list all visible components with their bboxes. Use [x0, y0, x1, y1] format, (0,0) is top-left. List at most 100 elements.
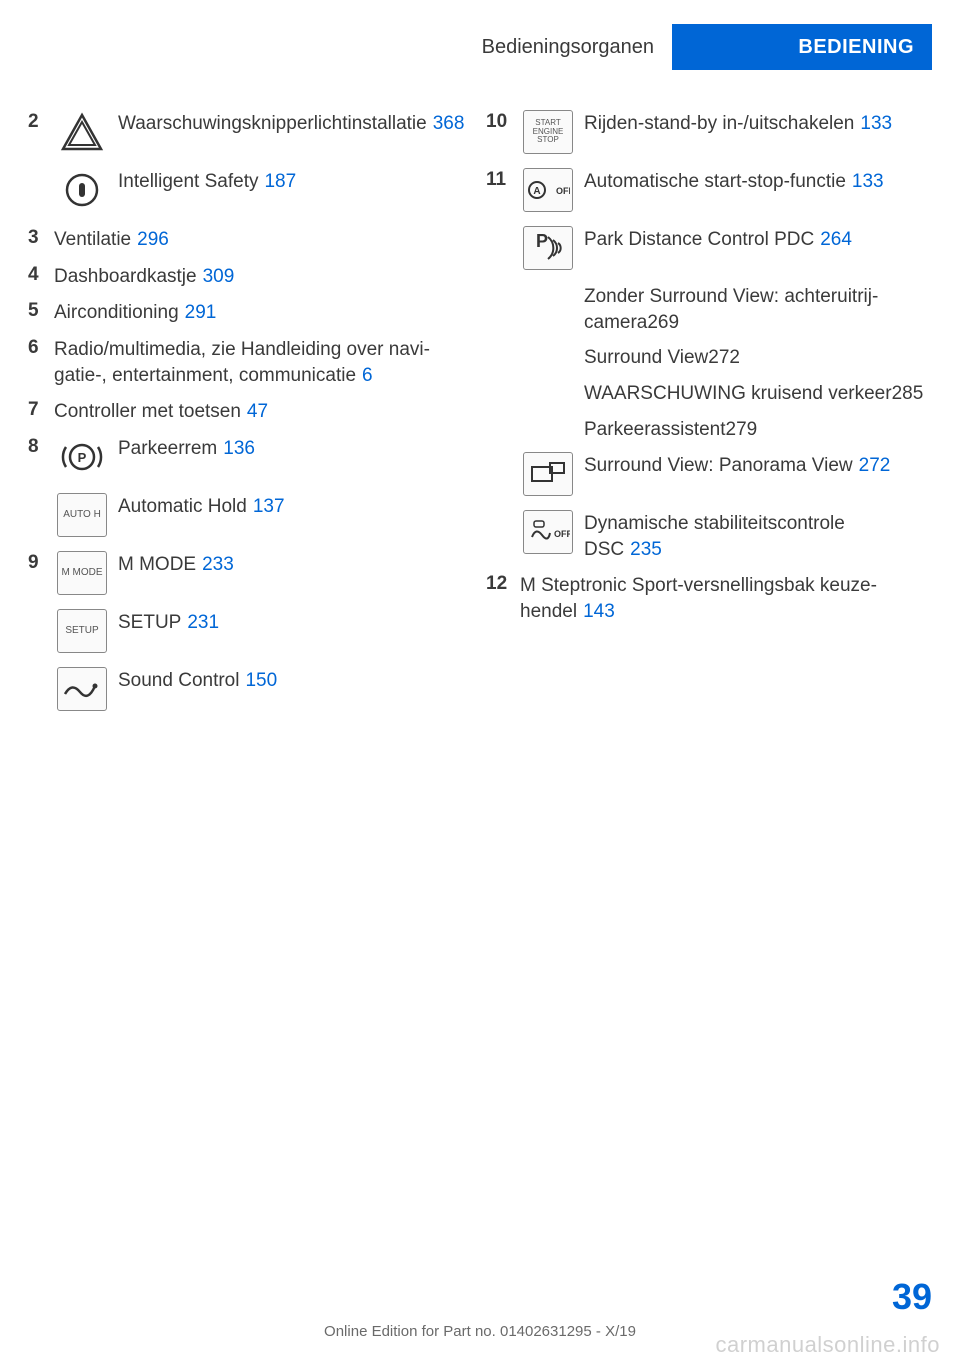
icon-label: SETUP [57, 609, 107, 653]
entry-text: Park Distance Control PDC 264 [584, 226, 852, 253]
entry-text: Automatische start-stop-func­tie133 [584, 168, 884, 195]
entry-label: Surround View [584, 347, 708, 368]
entry-text: Intelligent Safety 187 [118, 168, 296, 195]
entry-number: 2 [28, 110, 54, 133]
page-ref[interactable]: 264 [820, 229, 852, 250]
entry-text: Automatic Hold 137 [118, 493, 285, 520]
icon-label: AUTO H [57, 493, 107, 537]
entry-label: Rijden-stand-by in-/uitschake­len [584, 113, 854, 134]
entry-11-pdc-sub1: Zonder Surround View: achteruitrij­camer… [584, 284, 926, 335]
start-engine-stop-icon: START ENGINE STOP [520, 110, 576, 158]
page-header: Bedieningsorganen BEDIENING [28, 24, 932, 70]
entry-7: 7 Controller met toetsen47 [28, 398, 468, 425]
auto-start-stop-off-icon: A OFF [520, 168, 576, 216]
entry-label: Zonder Surround View: achteruitrij­camer… [584, 286, 878, 333]
entry-10: 10 START ENGINE STOP Rijden-stand-by in-… [486, 110, 926, 158]
entry-text: Controller met toetsen47 [54, 398, 268, 425]
entry-label: Ventilatie [54, 229, 131, 250]
header-section-title: Bedieningsorganen [28, 24, 672, 70]
panorama-view-icon [520, 452, 576, 500]
entry-6: 6 Radio/multimedia, zie Handleiding over… [28, 336, 468, 388]
entry-9: 9 M MODE M MODE 233 [28, 551, 468, 599]
entry-text: M MODE 233 [118, 551, 234, 578]
entry-label: Parkeerassistent [584, 419, 726, 440]
entry-label: Dashboardkastje [54, 266, 197, 287]
entry-number: 5 [28, 299, 54, 322]
entry-11-pdc-sub2: Surround View272 [584, 345, 926, 371]
entry-text: Surround View: Panorama View 272 [584, 452, 890, 479]
page-ref[interactable]: 269 [647, 312, 679, 333]
entry-label: Automatic Hold [118, 496, 247, 517]
watermark: carmanualsonline.info [715, 1332, 940, 1358]
page-ref[interactable]: 272 [708, 347, 740, 368]
page-ref[interactable]: 296 [137, 229, 169, 250]
entry-9-sub-setup: SETUP SETUP231 [54, 609, 468, 657]
dsc-off-icon: OFF [520, 510, 576, 558]
entry-8-sub: AUTO H Automatic Hold 137 [54, 493, 468, 541]
icon-label: M MODE [57, 551, 107, 595]
entry-2-sub: Intelligent Safety 187 [54, 168, 468, 216]
entry-number: 6 [28, 336, 54, 359]
entry-4: 4 Dashboardkastje 309 [28, 263, 468, 290]
entry-text: Waarschuwingsknipperlichtinstalla­tie368 [118, 110, 464, 137]
entry-text: Radio/multimedia, zie Handleiding over n… [54, 336, 468, 388]
page-ref[interactable]: 6 [362, 365, 373, 386]
page-ref[interactable]: 133 [860, 113, 892, 134]
sound-control-icon [54, 667, 110, 715]
page-ref[interactable]: 291 [185, 302, 217, 323]
entry-number: 12 [486, 572, 520, 595]
entry-text: Dashboardkastje 309 [54, 263, 234, 290]
page-root: Bedieningsorganen BEDIENING 2 Waarsch [0, 0, 960, 1362]
entry-text: Ventilatie 296 [54, 226, 169, 253]
entry-11-pdc-sub4: Parkeerassistent279 [584, 417, 926, 443]
entry-text: SETUP231 [118, 609, 219, 636]
entry-11-pdc: P Park Distance Control PDC 264 [520, 226, 926, 274]
entry-text: Dynamische stabiliteitscontrole DSC235 [584, 510, 926, 562]
entry-text: Airconditioning291 [54, 299, 216, 326]
warning-triangle-icon [54, 110, 110, 158]
entry-label: Dynamische stabiliteitscontrole DSC [584, 513, 845, 560]
entry-label: Surround View: Panorama View [584, 455, 853, 476]
page-ref[interactable]: 143 [583, 601, 615, 622]
header-chapter-title: BEDIENING [672, 24, 932, 70]
content-columns: 2 Waarschuwingsknipperlichtinstalla­tie3… [28, 110, 932, 725]
page-ref[interactable]: 279 [726, 419, 758, 440]
entry-9-sub-sound: Sound Control150 [54, 667, 468, 715]
entry-number: 8 [28, 435, 54, 458]
page-number: 39 [892, 1276, 932, 1318]
entry-label: WAARSCHUWING kruisend ver­keer [584, 383, 892, 404]
entry-11-pdc-sub3: WAARSCHUWING kruisend ver­keer285 [584, 381, 926, 407]
page-ref[interactable]: 368 [433, 113, 465, 134]
page-ref[interactable]: 47 [247, 401, 268, 422]
entry-number: 3 [28, 226, 54, 249]
page-ref[interactable]: 233 [202, 554, 234, 575]
page-ref[interactable]: 187 [264, 171, 296, 192]
page-ref[interactable]: 235 [630, 539, 662, 560]
page-ref[interactable]: 150 [245, 670, 277, 691]
entry-number: 11 [486, 168, 520, 191]
entry-number: 10 [486, 110, 520, 133]
page-ref[interactable]: 272 [859, 455, 891, 476]
svg-text:A: A [533, 186, 540, 197]
svg-text:OFF: OFF [554, 529, 570, 539]
pdc-icon: P [520, 226, 576, 274]
entry-11-panorama: Surround View: Panorama View 272 [520, 452, 926, 500]
entry-label: Radio/multimedia, zie Handleiding over n… [54, 339, 430, 386]
entry-number: 9 [28, 551, 54, 574]
entry-label: M Steptronic Sport-versnellingsbak keuze… [520, 575, 877, 622]
entry-label: Intelligent Safety [118, 171, 258, 192]
page-ref[interactable]: 133 [852, 171, 884, 192]
entry-number: 4 [28, 263, 54, 286]
entry-label: M MODE [118, 554, 196, 575]
page-ref[interactable]: 309 [203, 266, 235, 287]
svg-text:P: P [78, 450, 87, 465]
entry-8: 8 P Parkeerrem136 [28, 435, 468, 483]
page-ref[interactable]: 136 [223, 438, 255, 459]
page-ref[interactable]: 137 [253, 496, 285, 517]
page-ref[interactable]: 285 [892, 383, 924, 404]
left-column: 2 Waarschuwingsknipperlichtinstalla­tie3… [28, 110, 468, 725]
entry-label: Park Distance Control PDC [584, 229, 814, 250]
entry-text: Sound Control150 [118, 667, 277, 694]
entry-2: 2 Waarschuwingsknipperlichtinstalla­tie3… [28, 110, 468, 158]
page-ref[interactable]: 231 [187, 612, 219, 633]
